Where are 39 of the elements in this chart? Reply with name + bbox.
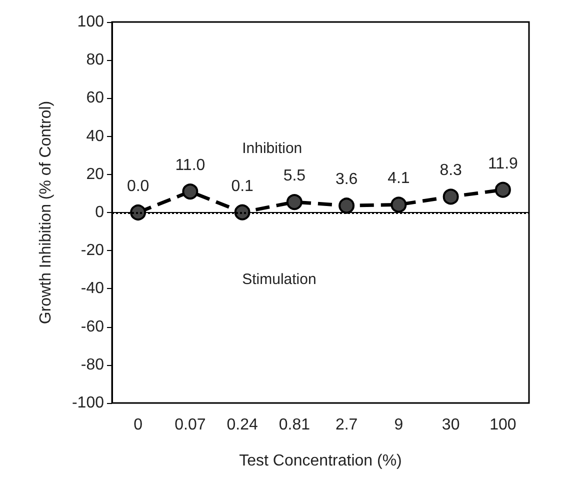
point: [182, 184, 198, 200]
point: [286, 194, 302, 210]
point: [494, 182, 511, 198]
point: [234, 204, 250, 220]
x-tick-label: 9: [394, 416, 404, 434]
x-tick-label: 0.81: [278, 416, 310, 434]
data-label: 5.5: [283, 168, 306, 185]
data-label: 0.1: [231, 178, 254, 195]
x-tick-label: 0.24: [226, 416, 258, 434]
data-label: 4.1: [388, 170, 410, 188]
y-tick-label: -100: [72, 394, 104, 412]
data-label: 3.6: [335, 171, 358, 188]
annotation: Stimulation: [242, 271, 316, 288]
x-tick-label: 30: [442, 416, 460, 434]
y-tick-label: -80: [80, 356, 104, 374]
y-tick-label: 100: [77, 14, 104, 30]
y-tick-label: 80: [86, 52, 104, 69]
y-axis-title: Growth Inhibition (% of Control): [38, 100, 54, 324]
annotation: Inhibition: [242, 140, 302, 158]
y-tick-label: -20: [80, 242, 104, 260]
y-tick-label: 0: [95, 204, 104, 221]
y-tick-label: -40: [80, 280, 104, 298]
x-tick-label: 100: [490, 416, 516, 434]
x-tick-label: 0.07: [174, 416, 206, 434]
y-tick-label: 60: [86, 90, 104, 107]
x-axis-title: Test Concentration (%): [239, 452, 402, 470]
x-tick-label: 2.7: [335, 416, 358, 434]
point: [130, 204, 146, 220]
point: [390, 196, 407, 213]
data-label: 8.3: [440, 162, 462, 180]
x-tick-label: 0: [134, 416, 143, 434]
data-label: 11.0: [175, 157, 206, 174]
y-tick-label: 20: [86, 166, 104, 183]
data-label: 0.0: [126, 178, 150, 195]
point: [442, 188, 459, 205]
y-tick-label: -60: [80, 318, 104, 336]
y-tick-label: 40: [86, 128, 104, 145]
data-label: 11.9: [488, 155, 518, 172]
point: [338, 198, 355, 214]
